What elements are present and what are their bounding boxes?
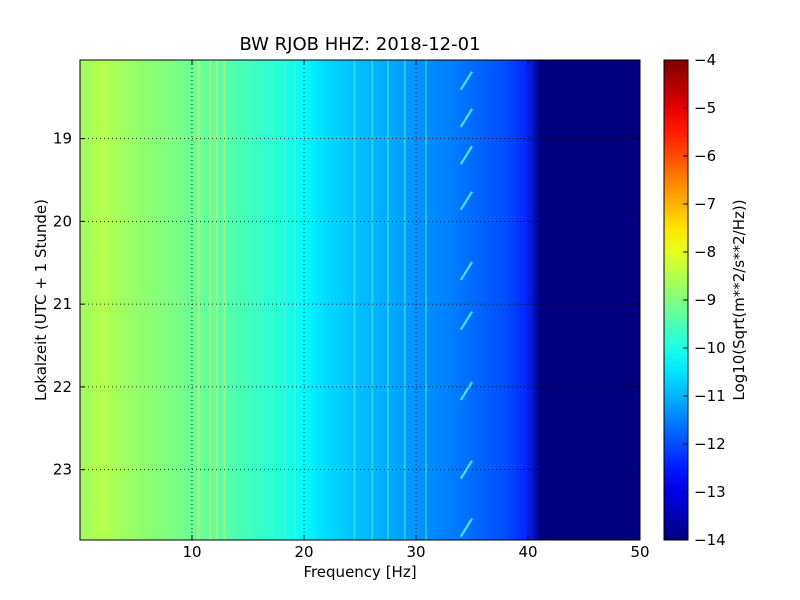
recurring-feature-mark	[459, 145, 473, 165]
colorbar-tick-label: −8	[694, 243, 716, 261]
x-axis-title: Frequency [Hz]	[303, 563, 416, 581]
recurring-feature-mark	[459, 460, 473, 480]
recurring-feature-mark	[459, 311, 473, 331]
x-tick-label: 50	[630, 543, 649, 561]
spectral-line	[215, 60, 218, 540]
spectral-line	[387, 60, 389, 540]
y-tick-label: 19	[53, 130, 72, 148]
x-tick-label: 40	[518, 543, 537, 561]
spectral-lines	[197, 60, 428, 540]
spectral-line	[353, 60, 356, 540]
recurring-feature-mark	[459, 71, 473, 91]
grid	[80, 60, 640, 540]
recurring-feature-mark	[459, 261, 473, 281]
y-tick-label: 23	[53, 461, 72, 479]
spectral-line	[283, 60, 286, 540]
colorbar-tick-label: −14	[694, 531, 726, 549]
spectrogram-base	[80, 60, 640, 540]
y-axis-ticks: 19 20 21 22 23	[53, 130, 640, 479]
y-tick-label: 22	[53, 378, 72, 396]
recurring-feature-mark	[459, 518, 473, 538]
x-tick-label: 10	[182, 543, 201, 561]
colorbar-tick-label: −9	[694, 291, 716, 309]
x-axis-ticks: 10 20 30 40 50	[182, 60, 650, 561]
y-axis-title: Lokalzeit (UTC + 1 Stunde)	[32, 199, 50, 401]
spectral-line	[403, 60, 406, 540]
spectrogram-plot-area	[80, 60, 640, 540]
chart-title: BW RJOB HHZ: 2018-12-01	[239, 34, 480, 55]
colorbar-tick-label: −11	[694, 387, 726, 405]
colorbar-tick-label: −7	[694, 195, 716, 213]
plot-frame	[79, 59, 641, 541]
spectral-line	[208, 60, 211, 540]
spectral-line	[223, 60, 226, 540]
spectral-line	[371, 60, 374, 540]
recurring-features	[459, 71, 473, 538]
recurring-feature-mark	[459, 381, 473, 401]
colorbar-tick-label: −5	[694, 99, 716, 117]
colorbar-tick-label: −12	[694, 435, 726, 453]
recurring-feature-mark	[459, 108, 473, 128]
spectral-line	[425, 60, 428, 540]
colorbar-tick-label: −4	[694, 51, 716, 69]
x-tick-label: 20	[294, 543, 313, 561]
spectral-line	[197, 60, 200, 540]
y-tick-label: 20	[53, 212, 72, 230]
colorbar-ticks: −4 −5 −6 −7 −8 −9 −10 −11 −12 −13 −14	[683, 51, 726, 549]
colorbar-tick-label: −10	[694, 339, 726, 357]
colorbar-tick-label: −6	[694, 147, 716, 165]
recurring-feature-mark	[459, 191, 473, 211]
y-tick-label: 21	[53, 295, 72, 313]
colorbar-label: Log10(Sqrt(m**2/s**2/Hz))	[730, 199, 748, 400]
colorbar-tick-label: −13	[694, 483, 726, 501]
spectral-line	[294, 60, 297, 540]
x-tick-label: 30	[406, 543, 425, 561]
